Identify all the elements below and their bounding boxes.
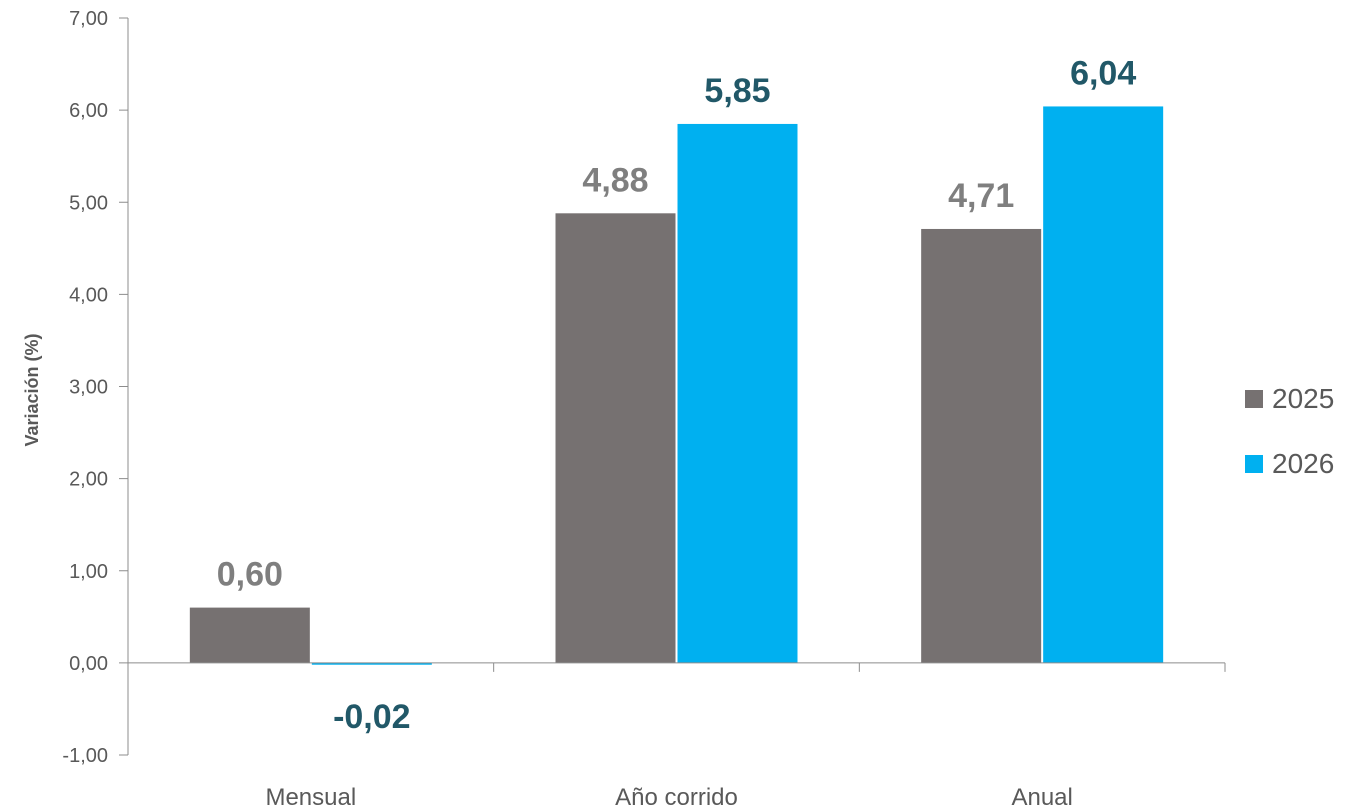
legend-label-2025: 2025 (1272, 383, 1334, 414)
legend: 2025 2026 (1245, 383, 1334, 479)
axes (127, 18, 1226, 755)
bars (189, 106, 1164, 665)
bar-2025 (921, 228, 1042, 663)
y-axis-title: Variación (%) (22, 333, 42, 446)
y-tick-label: 3,00 (69, 377, 108, 399)
y-tick-label: 2,00 (69, 469, 108, 491)
y-tick-label: 0,00 (69, 653, 108, 675)
y-tick-label: 5,00 (69, 192, 108, 214)
bar-2026 (311, 662, 432, 665)
bar-2026 (677, 123, 798, 663)
x-axis-labels: Mensual Año corrido Anual (265, 784, 1072, 811)
bar-2026 (1043, 106, 1164, 663)
legend-swatch-2026 (1245, 455, 1263, 473)
y-tick-label: 1,00 (69, 561, 108, 583)
x-category-label: Anual (1011, 784, 1072, 811)
y-tick-label: 6,00 (69, 100, 108, 122)
x-category-label: Mensual (265, 784, 356, 811)
bar-2025 (189, 607, 310, 663)
data-labels: 0,60 -0,02 4,88 5,85 4,71 6,04 (217, 54, 1137, 735)
legend-swatch-2025 (1245, 390, 1263, 408)
y-tick-label: 4,00 (69, 284, 108, 306)
y-tick-label: 7,00 (69, 8, 108, 30)
data-label-2025: 4,71 (948, 177, 1014, 215)
data-label-2026: 6,04 (1070, 54, 1136, 92)
data-label-2025: 4,88 (582, 161, 648, 199)
bar-2025 (555, 213, 676, 663)
data-label-2026: -0,02 (333, 698, 411, 736)
data-label-2025: 0,60 (217, 556, 283, 594)
x-category-label: Año corrido (615, 784, 738, 811)
y-tick-label: -1,00 (62, 745, 108, 767)
legend-label-2026: 2026 (1272, 448, 1334, 479)
data-label-2026: 5,85 (704, 72, 770, 110)
y-axis-ticks: -1,00 0,00 1,00 2,00 3,00 4,00 5,00 6,00 7,00 (62, 8, 128, 767)
